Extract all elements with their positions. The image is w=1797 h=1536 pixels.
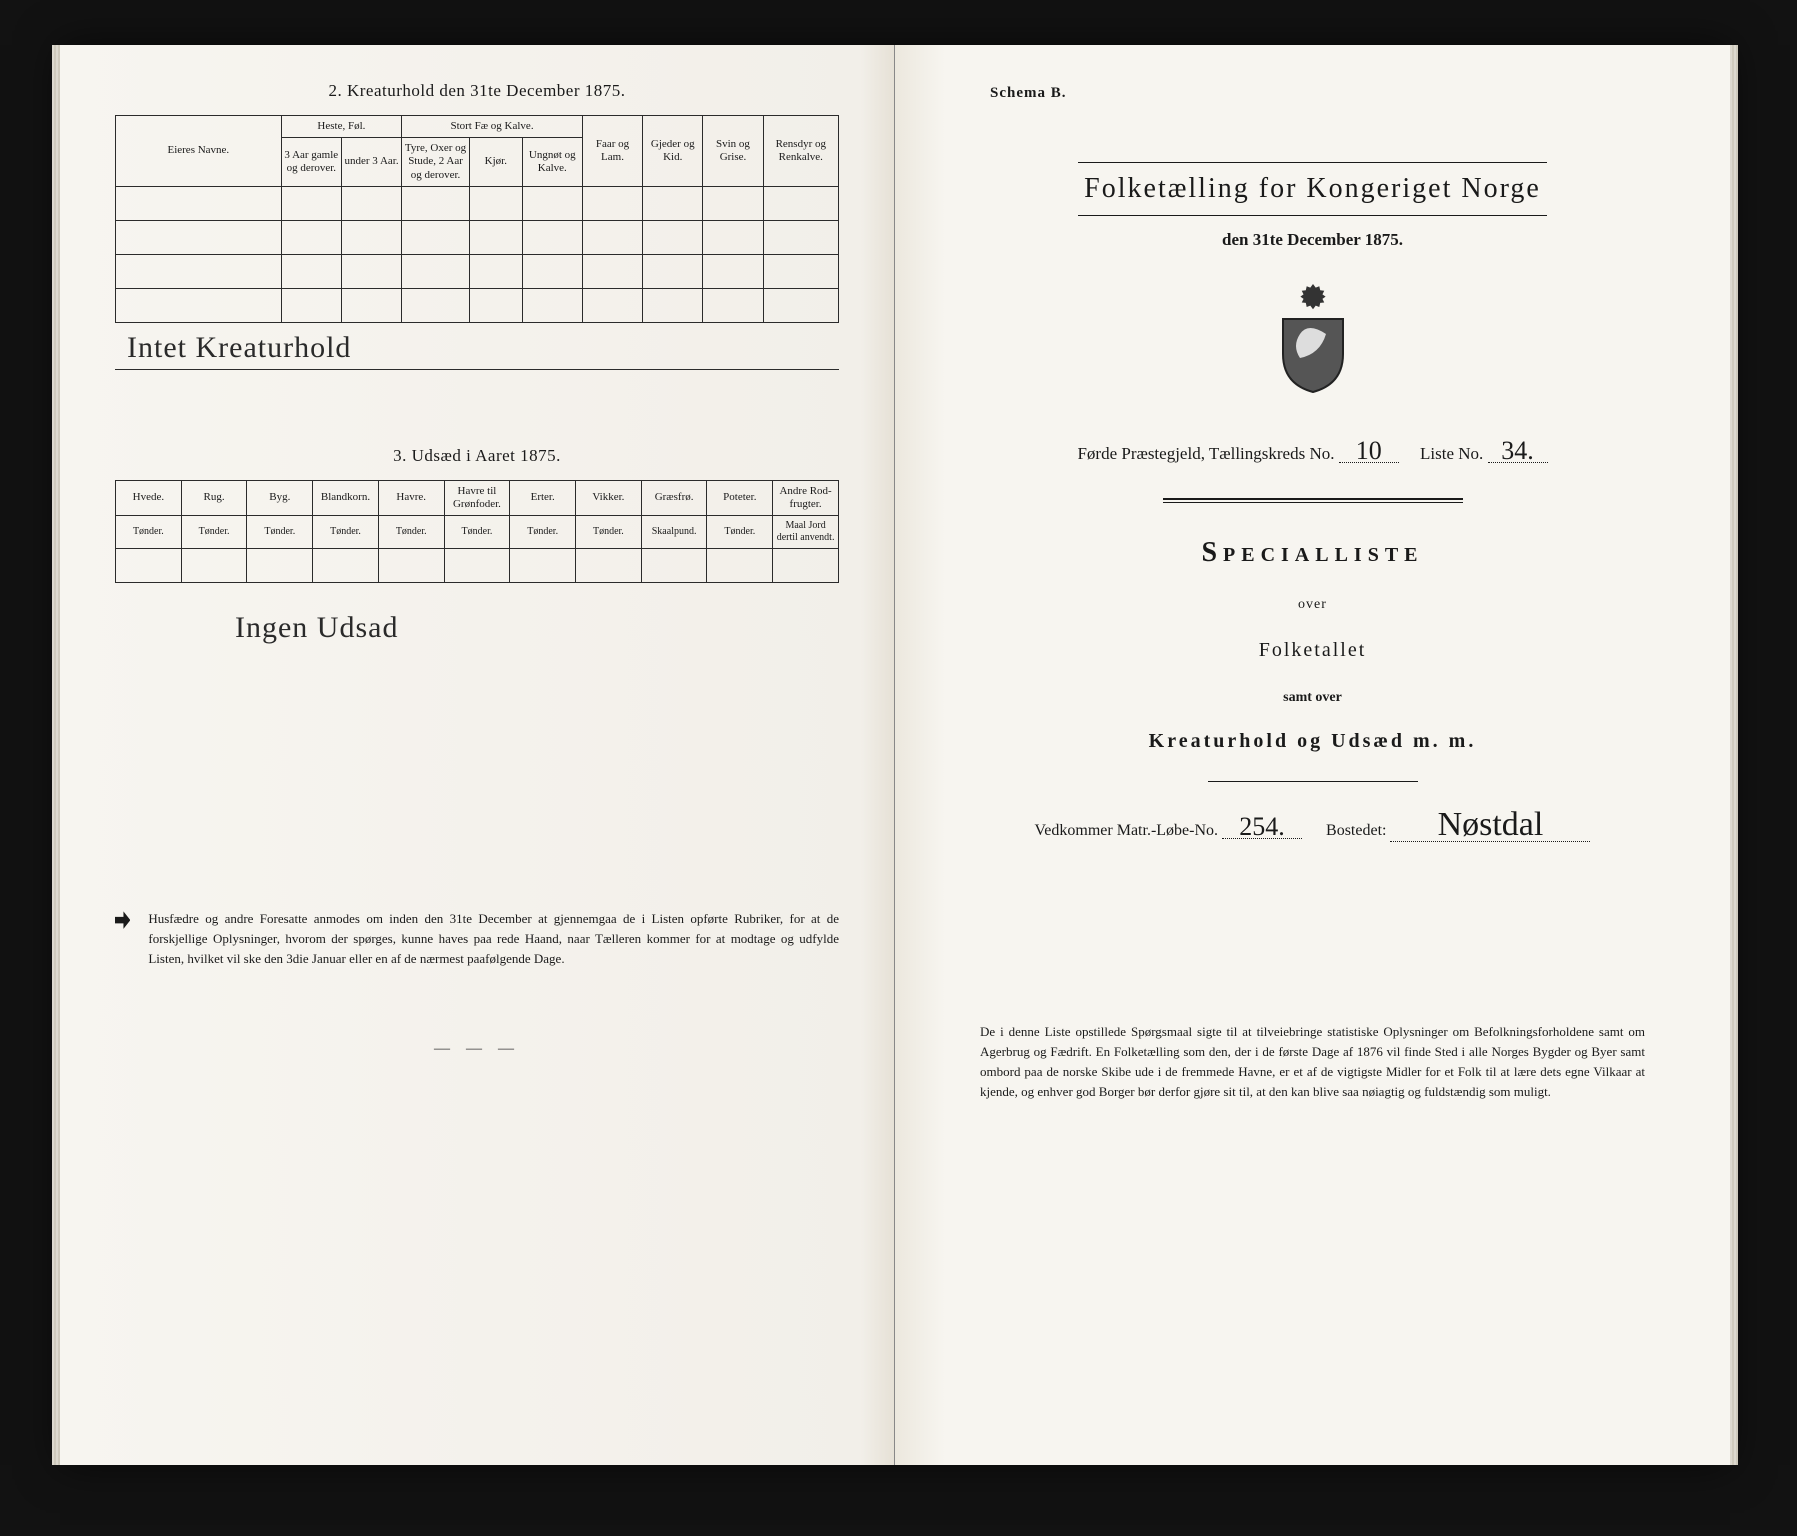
left-footnote: Husfædre og andre Foresatte anmodes om i… — [115, 909, 839, 969]
census-title: Folketælling for Kongeriget Norge — [1078, 162, 1547, 216]
handwritten-text: Intet Kreaturhold — [127, 331, 351, 364]
right-footnote: De i denne Liste opstillede Spørgsmaal s… — [950, 1022, 1675, 1103]
page-stack-edge — [1730, 45, 1738, 1465]
parish-label: Førde Præstegjeld, Tællingskreds No. — [1077, 444, 1334, 463]
table-row — [116, 549, 839, 583]
parish-line: Førde Præstegjeld, Tællingskreds No. 10 … — [950, 439, 1675, 464]
table-row — [116, 254, 839, 288]
col-cattle-c: Ungnøt og Kalve. — [522, 138, 582, 187]
footnote-text: Husfædre og andre Foresatte anmodes om i… — [148, 909, 839, 969]
col-havregr: Havre til Grønfoder. — [444, 480, 510, 515]
col-byg: Byg. — [247, 480, 313, 515]
col-horses-b: under 3 Aar. — [341, 138, 401, 187]
coat-of-arms-icon — [1268, 284, 1358, 399]
left-page: 2. Kreaturhold den 31te December 1875. E… — [60, 45, 895, 1465]
kreaturhold-label: Kreaturhold og Udsæd m. m. — [950, 730, 1675, 753]
col-poteter: Poteter. — [707, 480, 773, 515]
unit: Tønder. — [378, 516, 444, 549]
kreds-no: 10 — [1339, 439, 1399, 463]
table-row — [116, 288, 839, 322]
divider-double — [1163, 498, 1463, 503]
schema-label: Schema B. — [990, 85, 1675, 102]
col-rug: Rug. — [181, 480, 247, 515]
section3-title: 3. Udsæd i Aaret 1875. — [115, 446, 839, 466]
unit: Tønder. — [313, 516, 379, 549]
unit: Tønder. — [510, 516, 576, 549]
over-label: over — [950, 597, 1675, 613]
liste-label: Liste No. — [1420, 444, 1483, 463]
unit: Maal Jord dertil anvendt. — [773, 516, 839, 549]
col-horses: Heste, Føl. — [281, 116, 401, 138]
bosted-label: Bostedet: — [1326, 822, 1386, 839]
handwritten-text: Ingen Udsad — [235, 611, 398, 644]
livestock-table: Eieres Navne. Heste, Føl. Stort Fæ og Ka… — [115, 115, 839, 323]
liste-no: 34. — [1488, 439, 1548, 463]
unit: Tønder. — [707, 516, 773, 549]
col-owner: Eieres Navne. — [116, 116, 282, 187]
sowing-hand-entry: Ingen Udsad — [115, 583, 839, 649]
unit: Tønder. — [116, 516, 182, 549]
col-horses-a: 3 Aar gamle og derover. — [281, 138, 341, 187]
vedk-label: Vedkommer Matr.-Løbe-No. — [1035, 822, 1219, 839]
col-goats: Gjeder og Kid. — [643, 116, 703, 187]
open-book: 2. Kreaturhold den 31te December 1875. E… — [60, 45, 1730, 1465]
census-date: den 31te December 1875. — [950, 230, 1675, 250]
unit: Tønder. — [576, 516, 642, 549]
divider-thin — [1208, 781, 1418, 782]
page-stack-edge — [52, 45, 60, 1465]
ornament-dash: — — — — [115, 1040, 839, 1058]
col-sheep: Faar og Lam. — [582, 116, 642, 187]
unit: Tønder. — [444, 516, 510, 549]
livestock-hand-entry: Intet Kreaturhold — [115, 323, 839, 370]
col-erter: Erter. — [510, 480, 576, 515]
col-havre: Havre. — [378, 480, 444, 515]
col-hvede: Hvede. — [116, 480, 182, 515]
folketallet-label: Folketallet — [950, 639, 1675, 662]
unit: Tønder. — [181, 516, 247, 549]
col-vikker: Vikker. — [576, 480, 642, 515]
vedkommer-line: Vedkommer Matr.-Løbe-No. 254. Bostedet: … — [950, 810, 1675, 842]
col-reindeer: Rensdyr og Renkalve. — [763, 116, 838, 187]
sowing-table: Hvede. Rug. Byg. Blandkorn. Havre. Havre… — [115, 480, 839, 583]
col-cattle-b: Kjør. — [469, 138, 522, 187]
bosted-name: Nøstdal — [1390, 810, 1590, 842]
table-row — [116, 186, 839, 220]
col-pigs: Svin og Grise. — [703, 116, 763, 187]
col-rod: Andre Rod-frugter. — [773, 480, 839, 515]
col-cattle: Stort Fæ og Kalve. — [402, 116, 583, 138]
unit: Skaalpund. — [641, 516, 707, 549]
unit: Tønder. — [247, 516, 313, 549]
col-cattle-a: Tyre, Oxer og Stude, 2 Aar og derover. — [402, 138, 470, 187]
section2-title: 2. Kreaturhold den 31te December 1875. — [115, 81, 839, 101]
table-row — [116, 220, 839, 254]
specialliste-title: Specialliste — [950, 537, 1675, 569]
samt-label: samt over — [950, 690, 1675, 706]
pointing-hand-icon — [115, 909, 130, 931]
matr-no: 254. — [1222, 815, 1302, 839]
col-bland: Blandkorn. — [313, 480, 379, 515]
right-page: Schema B. Folketælling for Kongeriget No… — [895, 45, 1730, 1465]
col-graes: Græsfrø. — [641, 480, 707, 515]
